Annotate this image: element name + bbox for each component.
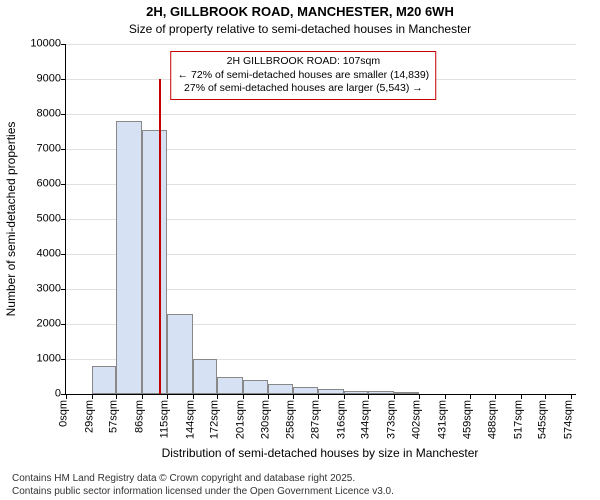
x-tick-mark — [545, 394, 546, 399]
y-tick-mark — [61, 219, 66, 220]
y-tick-label: 2000 — [37, 319, 61, 330]
y-tick-label: 0 — [55, 389, 61, 400]
annotation-line-2: ← 72% of semi-detached houses are smalle… — [178, 69, 430, 83]
x-tick-mark — [495, 394, 496, 399]
x-tick-mark — [167, 394, 168, 399]
x-tick-label: 172sqm — [210, 400, 221, 439]
x-tick-mark — [293, 394, 294, 399]
x-tick-label: 574sqm — [563, 400, 574, 439]
x-tick-mark — [318, 394, 319, 399]
histogram-bar — [268, 384, 293, 395]
x-tick-label: 29sqm — [84, 400, 95, 433]
property-marker-line — [159, 79, 161, 394]
histogram-bar — [293, 387, 319, 394]
y-tick-mark — [61, 184, 66, 185]
footer-line-1: Contains HM Land Registry data © Crown c… — [12, 473, 355, 484]
histogram-bar — [116, 121, 142, 394]
x-tick-label: 86sqm — [134, 400, 145, 433]
annotation-box: 2H GILLBROOK ROAD: 107sqm← 72% of semi-d… — [171, 51, 437, 100]
x-tick-mark — [571, 394, 572, 399]
histogram-bar — [344, 391, 369, 395]
gridline — [66, 114, 576, 115]
x-tick-label: 0sqm — [59, 400, 70, 427]
x-tick-label: 287sqm — [311, 400, 322, 439]
y-axis-label: Number of semi-detached properties — [4, 44, 18, 394]
histogram-bar — [142, 130, 168, 394]
annotation-line-3: 27% of semi-detached houses are larger (… — [178, 82, 430, 96]
x-tick-mark — [193, 394, 194, 399]
x-tick-label: 545sqm — [538, 400, 549, 439]
histogram-bar — [167, 314, 193, 395]
histogram-bar — [368, 391, 394, 395]
x-tick-mark — [344, 394, 345, 399]
x-tick-mark — [66, 394, 67, 399]
x-tick-mark — [470, 394, 471, 399]
x-tick-label: 230sqm — [261, 400, 272, 439]
y-tick-label: 6000 — [37, 179, 61, 190]
histogram-bar — [92, 366, 117, 394]
x-tick-label: 459sqm — [462, 400, 473, 439]
x-tick-label: 115sqm — [160, 400, 171, 438]
plot-area: 0sqm29sqm57sqm86sqm115sqm144sqm172sqm201… — [65, 44, 576, 395]
footer-line-2: Contains public sector information licen… — [12, 486, 394, 497]
y-tick-mark — [61, 114, 66, 115]
x-tick-label: 373sqm — [386, 400, 397, 439]
y-tick-mark — [61, 149, 66, 150]
histogram-bar — [217, 377, 243, 395]
y-tick-mark — [61, 359, 66, 360]
x-tick-label: 488sqm — [488, 400, 499, 439]
x-tick-mark — [116, 394, 117, 399]
x-tick-mark — [445, 394, 446, 399]
y-tick-label: 4000 — [37, 249, 61, 260]
x-tick-label: 144sqm — [185, 400, 196, 439]
x-tick-mark — [521, 394, 522, 399]
y-tick-label: 10000 — [30, 39, 61, 50]
x-tick-label: 402sqm — [412, 400, 423, 439]
histogram-bar — [394, 392, 420, 394]
x-tick-label: 258sqm — [285, 400, 296, 439]
y-tick-label: 3000 — [37, 284, 61, 295]
y-tick-mark — [61, 289, 66, 290]
annotation-line-1: 2H GILLBROOK ROAD: 107sqm — [178, 55, 430, 69]
y-tick-label: 5000 — [37, 214, 61, 225]
x-tick-mark — [268, 394, 269, 399]
x-tick-mark — [368, 394, 369, 399]
property-size-histogram: 2H, GILLBROOK ROAD, MANCHESTER, M20 6WH … — [0, 0, 600, 500]
chart-subtitle: Size of property relative to semi-detach… — [0, 22, 600, 36]
y-tick-mark — [61, 254, 66, 255]
y-tick-label: 7000 — [37, 144, 61, 155]
x-tick-label: 201sqm — [235, 400, 246, 439]
histogram-bar — [243, 380, 269, 394]
y-tick-mark — [61, 79, 66, 80]
x-axis-label: Distribution of semi-detached houses by … — [65, 446, 575, 460]
x-tick-mark — [243, 394, 244, 399]
gridline — [66, 44, 576, 45]
x-tick-label: 344sqm — [361, 400, 372, 439]
x-tick-mark — [217, 394, 218, 399]
histogram-bar — [318, 389, 344, 394]
y-tick-label: 9000 — [37, 74, 61, 85]
y-tick-mark — [61, 44, 66, 45]
y-tick-label: 8000 — [37, 109, 61, 120]
x-tick-label: 517sqm — [513, 400, 524, 439]
x-tick-mark — [419, 394, 420, 399]
histogram-bar — [193, 359, 218, 394]
x-tick-label: 57sqm — [109, 400, 120, 433]
y-tick-label: 1000 — [37, 354, 61, 365]
x-tick-mark — [394, 394, 395, 399]
x-tick-mark — [92, 394, 93, 399]
x-tick-label: 316sqm — [336, 400, 347, 439]
chart-title: 2H, GILLBROOK ROAD, MANCHESTER, M20 6WH — [0, 4, 600, 19]
x-tick-label: 431sqm — [437, 400, 448, 439]
x-tick-mark — [142, 394, 143, 399]
y-tick-mark — [61, 324, 66, 325]
